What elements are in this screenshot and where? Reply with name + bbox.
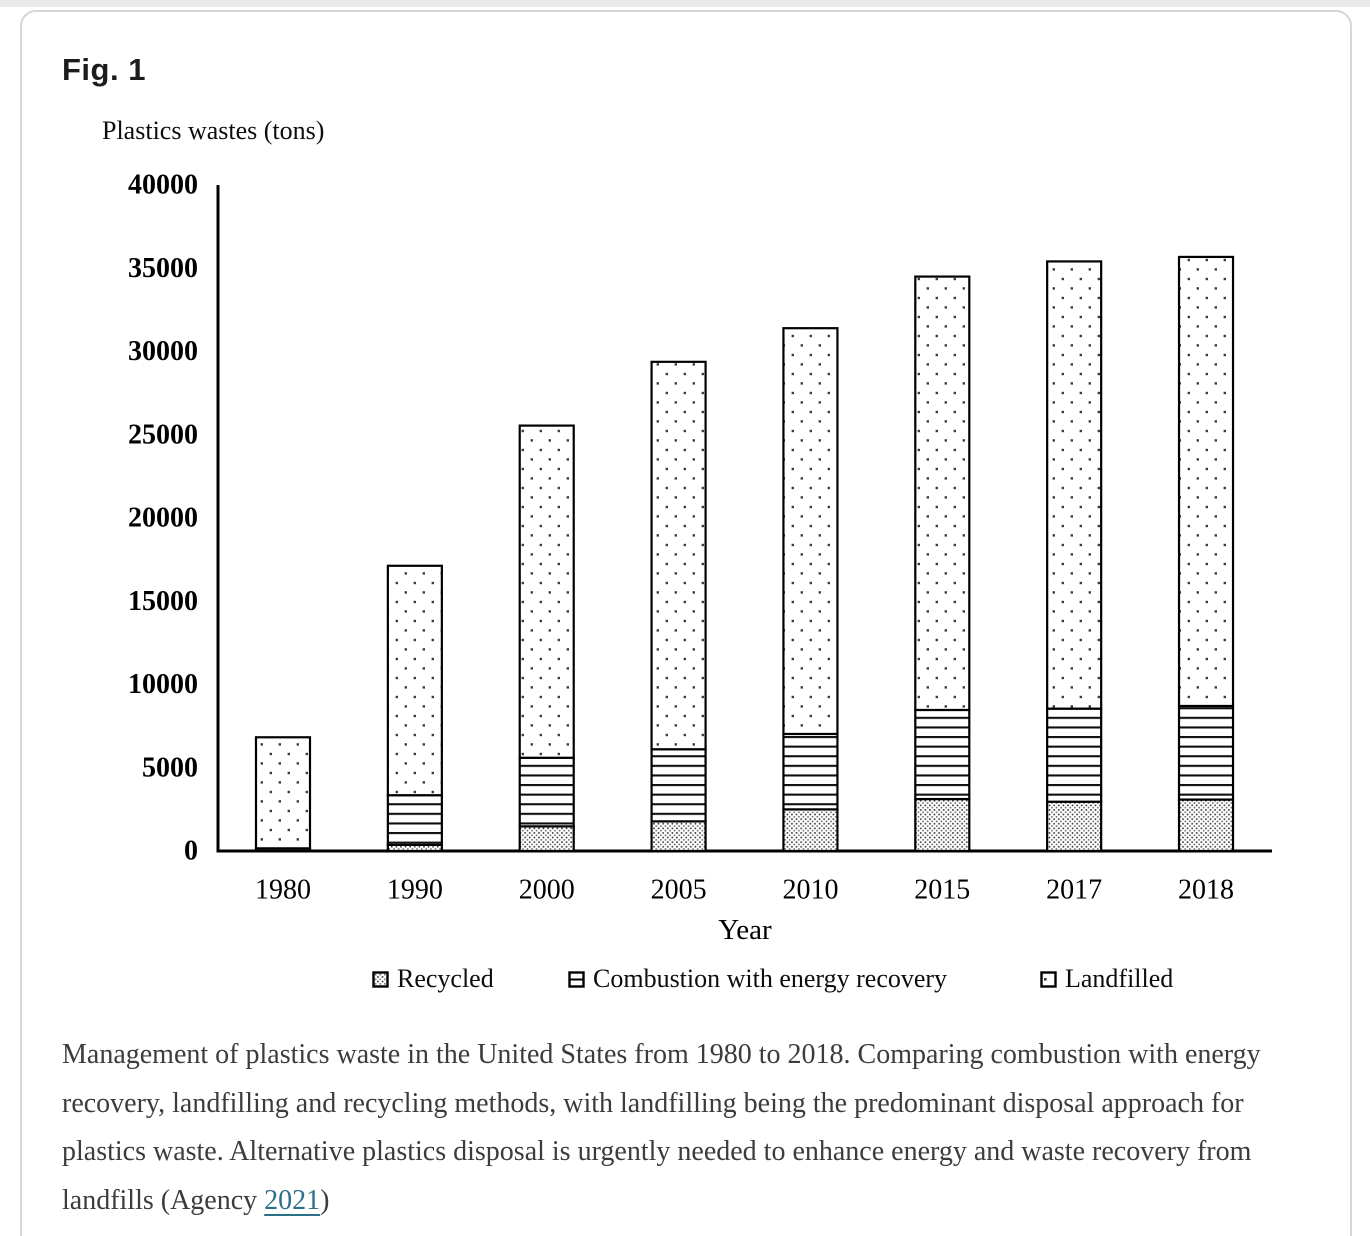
- y-axis-title: Plastics wastes (tons): [102, 116, 325, 145]
- bar-segment-2015: [914, 708, 971, 801]
- legend-item-recycled: Recycled: [372, 964, 494, 993]
- axis-lines: [216, 185, 1272, 853]
- x-tick-label: 2017: [1046, 875, 1102, 906]
- x-tick-label: 1980: [255, 875, 311, 906]
- bar-segment-1980: [254, 736, 312, 850]
- bar-segment-2000: [518, 825, 575, 853]
- bar-segment-2018: [1177, 255, 1235, 708]
- y-tick-label: 35000: [128, 253, 198, 284]
- x-tick-label: 1990: [387, 875, 443, 906]
- y-tick-label: 40000: [128, 170, 198, 201]
- bar-segment-2017: [1046, 707, 1103, 803]
- y-tick-label: 10000: [128, 669, 198, 700]
- y-tick-label: 5000: [142, 752, 198, 783]
- bar-segment-2005: [650, 748, 707, 823]
- y-tick-label: 0: [184, 836, 198, 867]
- legend-label-recycled: Recycled: [397, 964, 494, 993]
- bar-segment-1990: [386, 794, 443, 846]
- x-tick-label: 2010: [782, 875, 838, 906]
- page-top-strip: [0, 0, 1370, 7]
- bar-segment-2010: [782, 808, 839, 853]
- legend-label-combustion: Combustion with energy recovery: [593, 964, 948, 993]
- bar-segment-2005: [650, 360, 707, 751]
- y-tick-label: 30000: [128, 336, 198, 367]
- bar-segment-2018: [1177, 798, 1235, 853]
- legend-marker-combustion-icon: [568, 970, 585, 988]
- legend-item-combustion: Combustion with energy recovery: [568, 964, 948, 993]
- y-tick-label: 20000: [128, 503, 198, 534]
- bar-segment-2010: [782, 732, 839, 811]
- x-axis-title: Year: [718, 914, 772, 946]
- x-tick-label: 2018: [1178, 875, 1234, 906]
- y-tick-label: 25000: [128, 419, 198, 450]
- caption-text: Management of plastics waste in the Unit…: [62, 1039, 1261, 1216]
- bar-segment-2017: [1046, 260, 1103, 710]
- x-tick-label: 2005: [651, 875, 707, 906]
- bar-segment-1990: [386, 564, 443, 797]
- caption-text-after: ): [320, 1184, 330, 1216]
- x-tick-label: 2000: [519, 875, 575, 906]
- legend-item-landfilled: Landfilled: [1040, 964, 1174, 993]
- y-tick-label: 15000: [128, 586, 198, 617]
- bar-segment-2018: [1177, 704, 1235, 801]
- legend-marker-recycled-icon: [372, 970, 389, 988]
- x-tick-label: 2015: [914, 875, 970, 906]
- bar-segment-2017: [1046, 800, 1103, 853]
- bar-segment-2015: [914, 275, 971, 712]
- bar-segment-2010: [782, 327, 839, 736]
- chart-legend: Recycled Combustion with energy recovery…: [0, 964, 1370, 996]
- bar-segment-2005: [650, 820, 707, 853]
- legend-marker-landfilled-icon: [1040, 970, 1057, 988]
- figure-number: Fig. 1: [62, 52, 146, 87]
- stacked-bar-chart: 0 5000 10000 15000 20000 25000 30000 35000 40000…: [128, 170, 1272, 946]
- legend-label-landfilled: Landfilled: [1065, 964, 1174, 993]
- citation-link[interactable]: 2021: [264, 1184, 321, 1216]
- figure-caption: Management of plastics waste in the Unit…: [62, 1031, 1310, 1225]
- bar-segment-2015: [914, 797, 971, 853]
- bar-segment-2000: [518, 756, 575, 828]
- bar-segment-2000: [518, 424, 575, 759]
